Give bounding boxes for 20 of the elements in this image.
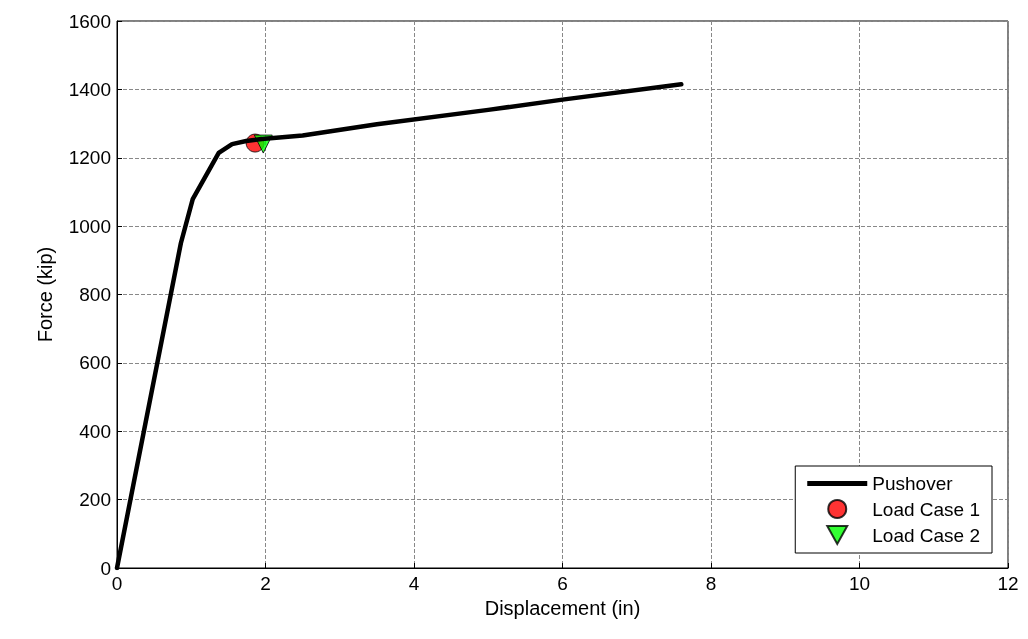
x-tick-label: 10 (848, 573, 871, 594)
y-tick-label: 800 (79, 284, 111, 305)
y-tick-label: 400 (79, 420, 111, 442)
x-tick-label: 6 (557, 573, 568, 594)
x-tick-label: 8 (705, 573, 717, 594)
x-axis-title: Displacement (in) (484, 596, 641, 619)
y-axis-title: Force (kip) (34, 246, 56, 343)
y-tick-label: 0 (100, 557, 111, 579)
legend-label: Pushover (872, 473, 954, 494)
x-tick-label: 4 (408, 573, 420, 594)
y-tick-label: 1000 (68, 215, 111, 237)
y-tick-label: 600 (79, 352, 111, 374)
y-tick-label: 200 (79, 489, 111, 511)
x-tick-label: 12 (997, 573, 1019, 594)
legend-label: Load Case 2 (872, 524, 980, 546)
legend-label: Load Case 1 (872, 498, 980, 520)
x-tick-label: 2 (260, 573, 271, 594)
y-tick-label: 1400 (68, 78, 111, 100)
y-tick-label: 1200 (68, 147, 111, 169)
y-tick-label: 1600 (68, 10, 111, 32)
